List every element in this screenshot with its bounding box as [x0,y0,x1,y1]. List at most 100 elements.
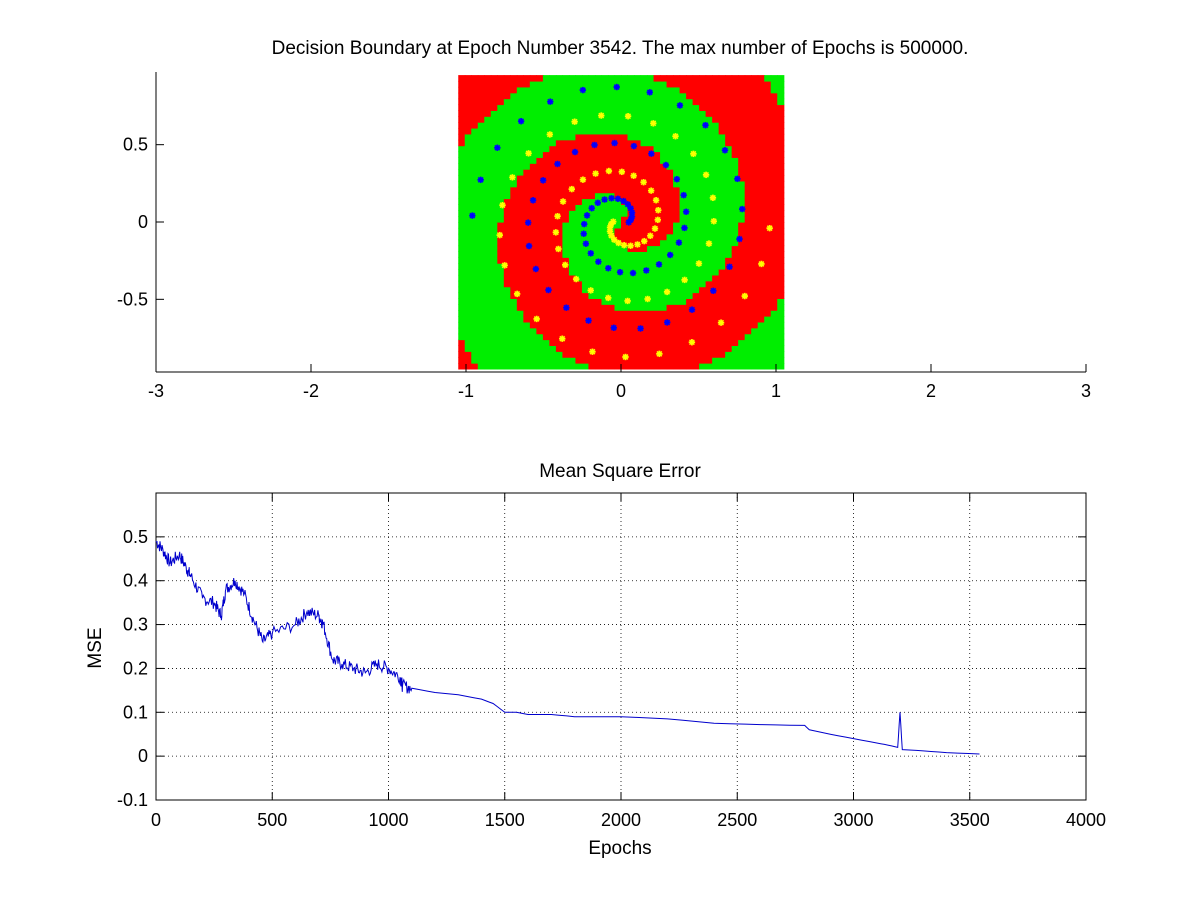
region-cell [594,98,603,106]
region-cell [640,198,648,205]
region-cell [542,363,550,370]
region-cell [458,357,466,364]
region-cell [770,122,778,129]
region-cell [477,210,485,217]
region-cell [738,163,746,170]
region-cell [621,222,629,229]
region-cell [497,310,505,317]
mse-ylabel: MSE [85,627,106,668]
region-cell [581,321,590,329]
region-cell [458,239,466,247]
region-cell [705,75,713,82]
region-cell [594,304,603,311]
region-cell [757,351,765,358]
region-cell [653,280,661,288]
region-cell [529,210,537,217]
region-cell [653,127,661,135]
region-cell [471,274,479,282]
region-cell [777,298,785,305]
region-cell [634,75,642,82]
region-cell [634,345,642,352]
region-cell [712,210,720,217]
region-cell [757,110,765,117]
region-cell [738,298,746,305]
region-cell [607,210,616,217]
region-cell [621,321,629,329]
region-cell [712,327,720,335]
region-cell [738,145,746,153]
region-cell [686,239,694,247]
region-cell [575,257,583,264]
region-cell [621,186,629,194]
region-cell [634,304,642,311]
region-cell [536,75,544,82]
region-cell [686,274,694,282]
region-cell [673,245,681,252]
region-cell [510,363,518,370]
region-cell [744,310,752,317]
region-cell [627,257,635,264]
region-cell [731,298,739,305]
region-cell [477,216,485,223]
region-cell [497,251,505,258]
region-cell [660,280,668,288]
region-cell [536,86,544,94]
region-cell [653,192,661,200]
region-cell [634,339,642,347]
region-cell [614,222,622,229]
region-cell [679,216,687,223]
region-cell [666,198,674,205]
region-cell [510,269,518,276]
region-cell [705,174,713,182]
region-cell [764,151,772,158]
region-cell [464,333,472,341]
region-cell [627,310,635,317]
region-cell [529,310,537,317]
region-cell [679,116,687,123]
region-cell [516,80,524,88]
region-cell [731,145,739,153]
region-cell [568,133,577,141]
region-cell [458,363,466,370]
region-cell [562,75,570,82]
region-cell [686,151,694,158]
region-cell [692,127,700,135]
region-cell [634,333,642,341]
region-cell [673,92,681,100]
region-cell [712,292,720,299]
region-cell [777,98,785,106]
region-cell [523,227,531,235]
region-cell [464,222,472,229]
region-cell [666,133,674,141]
region-cell [738,363,746,370]
region-cell [594,204,603,211]
region-cell [692,263,700,270]
region-cell [529,180,537,188]
region-cell [542,280,550,288]
region-cell [484,245,492,252]
region-cell [536,169,544,176]
region-cell [484,127,492,135]
region-cell [757,186,765,194]
region-cell [705,98,713,106]
region-cell [731,321,739,329]
region-cell [464,351,472,358]
region-cell [731,257,739,264]
region-cell [738,139,746,147]
region-cell [705,163,713,170]
region-cell [725,363,733,370]
region-cell [744,80,752,88]
region-cell [542,75,550,82]
region-cell [731,239,739,247]
region-cell [516,304,524,311]
region-cell [562,327,570,335]
region-cell [686,286,694,294]
region-cell [757,286,765,294]
x-tick-label: 4000 [1066,810,1106,830]
region-cell [594,363,603,370]
region-cell [562,127,570,135]
region-cell [647,263,655,270]
region-cell [542,198,550,205]
region-cell [627,110,635,117]
region-cell [692,174,700,182]
